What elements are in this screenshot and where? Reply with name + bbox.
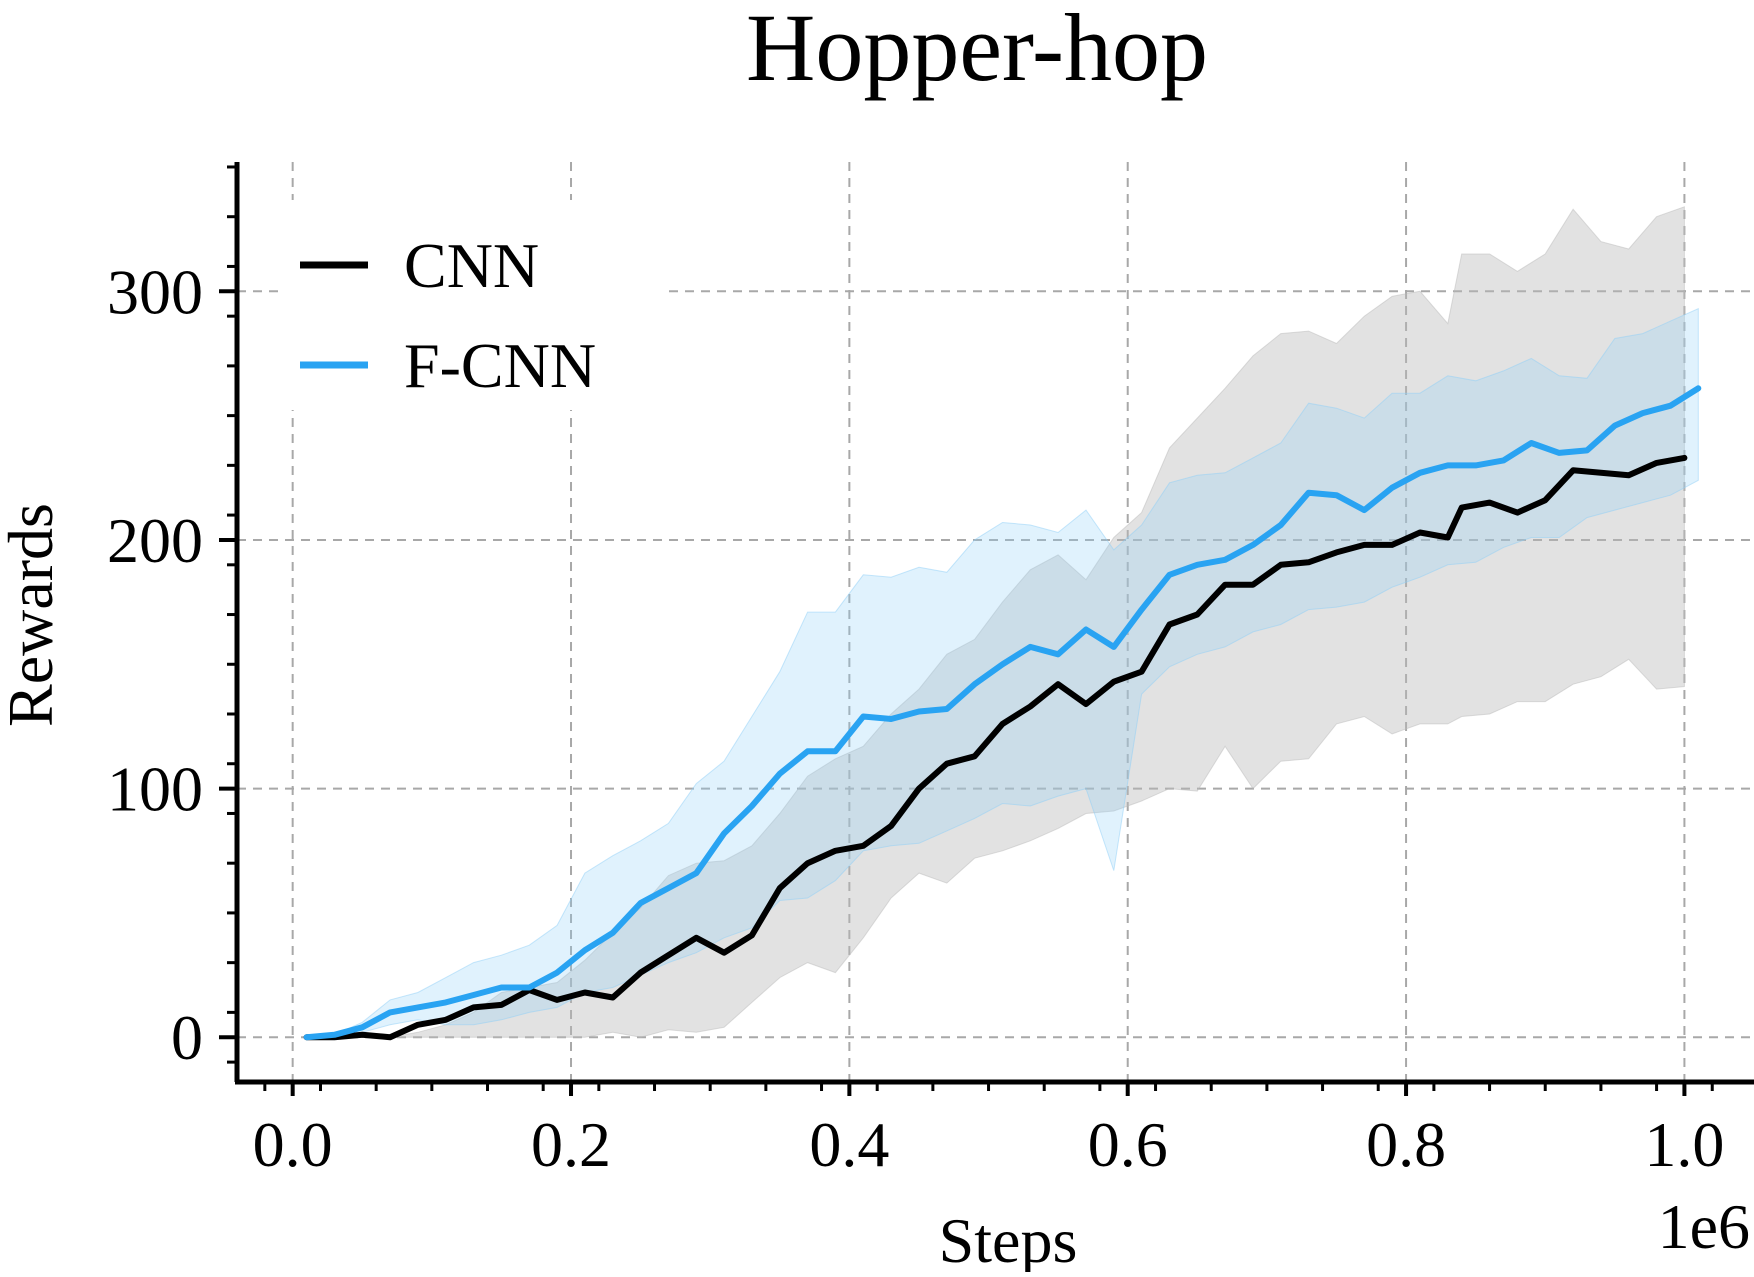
x-tick-label: 0.2 (531, 1109, 611, 1180)
y-axis-label: Rewards (0, 503, 66, 727)
x-axis-label: Steps (939, 1205, 1078, 1272)
chart-title: Hopper-hop (746, 0, 1208, 101)
x-tick-label: 0.4 (809, 1109, 889, 1180)
x-tick-labels: 0.0 0.2 0.4 0.6 0.8 1.0 (253, 1109, 1725, 1180)
legend-label-f-cnn: F-CNN (404, 330, 596, 401)
x-tick-label: 0.8 (1366, 1109, 1446, 1180)
y-tick-labels: 0 100 200 300 (107, 256, 203, 1073)
y-tick-label: 100 (107, 754, 203, 825)
x-tick-label: 0.6 (1088, 1109, 1168, 1180)
x-offset-label: 1e6 (1658, 1191, 1750, 1262)
y-tick-label: 200 (107, 505, 203, 576)
y-tick-label: 300 (107, 256, 203, 327)
legend-label-cnn: CNN (404, 230, 539, 301)
x-tick-label: 0.0 (253, 1109, 333, 1180)
legend: CNN F-CNN (285, 200, 665, 410)
x-tick-label: 1.0 (1644, 1109, 1724, 1180)
y-tick-label: 0 (171, 1002, 203, 1073)
